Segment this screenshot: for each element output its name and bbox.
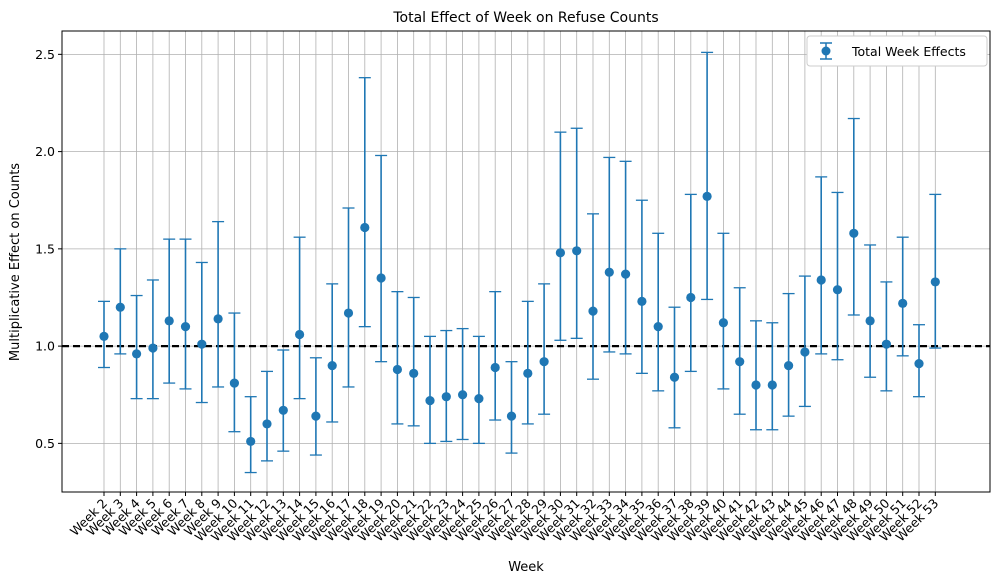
data-point-27 <box>539 357 549 367</box>
data-point-42 <box>784 360 794 371</box>
data-point-24 <box>490 362 500 373</box>
data-point-5 <box>180 322 191 332</box>
data-point-3 <box>148 343 158 353</box>
y-axis-ticks: 0.5 1.0 1.5 2.0 2.5 <box>35 47 62 451</box>
data-point-12 <box>295 329 305 340</box>
data-point-30 <box>588 306 598 316</box>
data-point-4 <box>164 316 174 326</box>
data-point-19 <box>409 368 419 378</box>
data-point-14 <box>327 360 337 371</box>
data-point-40 <box>751 380 761 390</box>
y-tick-label-4: 2.5 <box>35 47 55 62</box>
data-point-34 <box>653 322 663 332</box>
data-point-49 <box>898 298 908 308</box>
y-axis-label: Multiplicative Effect on Counts <box>8 163 23 361</box>
data-point-2 <box>132 349 142 359</box>
data-point-33 <box>637 296 647 306</box>
data-point-28 <box>555 248 566 258</box>
grid <box>62 31 990 492</box>
data-point-50 <box>914 359 924 369</box>
data-point-18 <box>392 364 402 375</box>
data-point-31 <box>604 267 614 277</box>
data-point-8 <box>229 378 239 388</box>
y-tick-label-1: 1.0 <box>35 339 55 354</box>
data-point-35 <box>669 372 680 382</box>
legend-box <box>806 35 988 67</box>
data-point-16 <box>360 222 370 233</box>
legend: Total Week Effects <box>806 35 988 67</box>
data-point-47 <box>865 316 875 326</box>
data-point-29 <box>572 246 582 256</box>
data-point-25 <box>506 411 517 421</box>
data-point-23 <box>474 394 484 404</box>
data-point-45 <box>832 285 843 295</box>
data-point-41 <box>767 380 777 390</box>
plot-frame <box>61 30 991 493</box>
x-axis-label: Week <box>508 560 544 575</box>
y-tick-label-3: 2.0 <box>35 144 55 159</box>
chart-title: Total Effect of Week on Refuse Counts <box>392 10 658 26</box>
data-point-11 <box>278 405 288 415</box>
data-point-39 <box>735 357 745 367</box>
data-point-20 <box>425 395 435 406</box>
data-point-15 <box>343 308 354 318</box>
data-point-22 <box>458 390 468 400</box>
data-point-36 <box>686 292 696 303</box>
data-point-10 <box>262 419 272 429</box>
legend-label: Total Week Effects <box>851 44 966 59</box>
data-point-32 <box>621 269 631 279</box>
data-point-0 <box>99 331 109 341</box>
data-point-46 <box>849 228 859 238</box>
data-point-1 <box>115 302 125 312</box>
data-point-17 <box>376 273 386 283</box>
data-points <box>99 191 940 447</box>
data-point-37 <box>702 191 712 201</box>
legend-marker <box>821 46 831 56</box>
y-tick-label-0: 0.5 <box>35 436 55 451</box>
data-point-9 <box>246 436 256 447</box>
data-point-21 <box>441 392 451 402</box>
data-point-51 <box>930 277 940 287</box>
error-bars <box>98 51 942 474</box>
data-point-26 <box>523 368 533 378</box>
data-point-6 <box>197 339 207 349</box>
data-point-38 <box>718 318 729 328</box>
data-point-48 <box>881 339 892 349</box>
data-point-43 <box>800 347 810 357</box>
data-point-7 <box>213 314 223 324</box>
y-tick-label-2: 1.5 <box>35 241 55 256</box>
data-point-13 <box>311 411 321 421</box>
data-point-44 <box>816 275 826 285</box>
